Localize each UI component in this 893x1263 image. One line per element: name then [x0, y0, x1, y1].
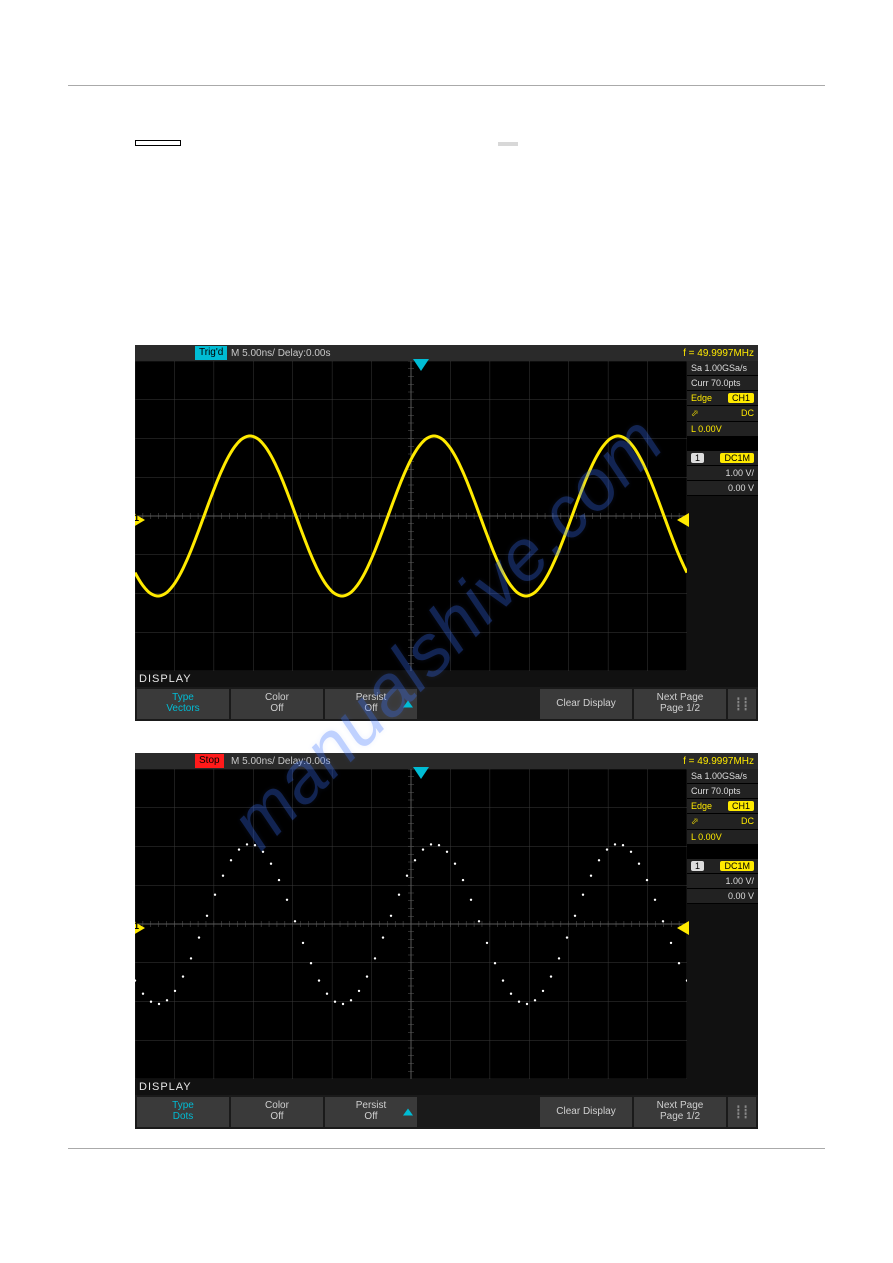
- trigger-source-badge: CH1: [728, 393, 754, 403]
- trigger-level-readout: L 0.00V: [687, 830, 758, 845]
- channel-coupling-badge: DC1M: [720, 861, 754, 871]
- softkey-type[interactable]: Type Vectors: [137, 689, 229, 719]
- frequency-readout: f = 49.9997MHz: [683, 756, 758, 767]
- softkey-label: Type: [172, 1101, 194, 1111]
- softkey-label: Next Page: [657, 693, 704, 703]
- sample-rate-readout: Sa 1.00GSa/s: [687, 769, 758, 784]
- scope-topbar: Trig'd M 5.00ns/ Delay:0.00s f = 49.9997…: [135, 345, 758, 361]
- frequency-readout: f = 49.9997MHz: [683, 348, 758, 359]
- trigger-source-badge: CH1: [728, 801, 754, 811]
- softkey-usb-icon[interactable]: ┋┋: [728, 1097, 756, 1127]
- softkey-label: Type: [172, 693, 194, 703]
- menu-title: DISPLAY: [135, 1079, 758, 1095]
- waveform-grid: [135, 769, 687, 1079]
- softkey-label: Clear Display: [556, 1107, 615, 1117]
- oscilloscope-screenshot-vectors: Trig'd M 5.00ns/ Delay:0.00s f = 49.9997…: [135, 345, 758, 721]
- scope-softkey-menu: Type Dots Color Off Persist Off Clear Di…: [135, 1095, 758, 1129]
- channel-1-ground-marker-icon: [135, 921, 145, 935]
- softkey-value: Off: [364, 1111, 377, 1123]
- softkey-label: Clear Display: [556, 699, 615, 709]
- softkey-value: Page 1/2: [660, 703, 700, 715]
- trigger-coupling-label: DC: [741, 816, 754, 827]
- softkey-color[interactable]: Color Off: [231, 1097, 323, 1127]
- timebase-readout: M 5.00ns/ Delay:0.00s: [231, 756, 331, 767]
- softkey-clear-display[interactable]: Clear Display: [540, 689, 632, 719]
- softkey-label: Persist: [356, 1101, 387, 1111]
- trigger-status-badge: Stop: [195, 754, 224, 768]
- trigger-type-label: Edge: [691, 801, 712, 811]
- trigger-slope-icon: ⬀: [691, 816, 699, 827]
- softkey-label: Color: [265, 693, 289, 703]
- record-length-readout: Curr 70.0pts: [687, 784, 758, 799]
- softkey-type[interactable]: Type Dots: [137, 1097, 229, 1127]
- scope-side-panel: Sa 1.00GSa/s Curr 70.0pts Edge CH1 ⬀ DC …: [687, 361, 758, 671]
- bottom-rule: [68, 1148, 825, 1149]
- softkey-persist[interactable]: Persist Off: [325, 1097, 417, 1127]
- softkey-label: Next Page: [657, 1101, 704, 1111]
- scope-side-panel: Sa 1.00GSa/s Curr 70.0pts Edge CH1 ⬀ DC …: [687, 769, 758, 1079]
- channel-1-ground-marker-icon: [135, 513, 145, 527]
- scope-topbar: Stop M 5.00ns/ Delay:0.00s f = 49.9997MH…: [135, 753, 758, 769]
- trigger-status-badge: Trig'd: [195, 346, 227, 360]
- channel-coupling-badge: DC1M: [720, 453, 754, 463]
- channel-offset-readout: 0.00 V: [687, 481, 758, 496]
- softkey-next-page[interactable]: Next Page Page 1/2: [634, 1097, 726, 1127]
- softkey-persist[interactable]: Persist Off: [325, 689, 417, 719]
- sample-rate-readout: Sa 1.00GSa/s: [687, 361, 758, 376]
- top-rule: [68, 85, 825, 86]
- scope-softkey-menu: Type Vectors Color Off Persist Off Clear…: [135, 687, 758, 721]
- channel-vdiv-readout: 1.00 V/: [687, 874, 758, 889]
- softkey-value: Vectors: [166, 703, 199, 715]
- softkey-label: Persist: [356, 693, 387, 703]
- trigger-position-marker-icon: [413, 359, 429, 371]
- softkey-label: Color: [265, 1101, 289, 1111]
- channel-vdiv-readout: 1.00 V/: [687, 466, 758, 481]
- trigger-level-readout: L 0.00V: [687, 422, 758, 437]
- trigger-coupling-label: DC: [741, 408, 754, 419]
- softkey-value: Off: [364, 703, 377, 715]
- trigger-slope-icon: ⬀: [691, 408, 699, 419]
- menu-title: DISPLAY: [135, 671, 758, 687]
- softkey-value: Off: [270, 1111, 283, 1123]
- softkey-hint-box: [498, 142, 518, 146]
- trigger-level-marker-icon: [677, 921, 689, 935]
- timebase-readout: M 5.00ns/ Delay:0.00s: [231, 348, 331, 359]
- trigger-type-label: Edge: [691, 393, 712, 403]
- trigger-position-marker-icon: [413, 767, 429, 779]
- softkey-clear-display[interactable]: Clear Display: [540, 1097, 632, 1127]
- waveform-grid: [135, 361, 687, 671]
- channel-number-badge: 1: [691, 861, 704, 871]
- softkey-next-page[interactable]: Next Page Page 1/2: [634, 689, 726, 719]
- softkey-usb-icon[interactable]: ┋┋: [728, 689, 756, 719]
- trigger-level-marker-icon: [677, 513, 689, 527]
- channel-number-badge: 1: [691, 453, 704, 463]
- softkey-value: Off: [270, 703, 283, 715]
- softkey-value: Page 1/2: [660, 1111, 700, 1123]
- instruction-text: [135, 130, 758, 153]
- softkey-value: Dots: [173, 1111, 194, 1123]
- channel-offset-readout: 0.00 V: [687, 889, 758, 904]
- oscilloscope-screenshot-dots: Stop M 5.00ns/ Delay:0.00s f = 49.9997MH…: [135, 753, 758, 1129]
- button-hint-box: [135, 140, 181, 146]
- softkey-color[interactable]: Color Off: [231, 689, 323, 719]
- record-length-readout: Curr 70.0pts: [687, 376, 758, 391]
